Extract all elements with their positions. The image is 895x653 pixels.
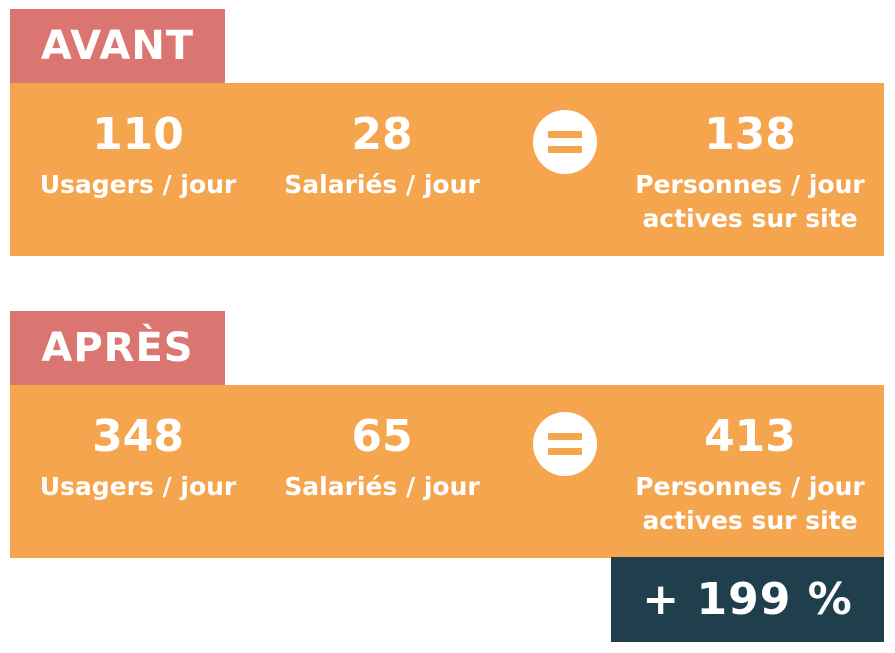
after-employees-value: 65 [351,411,413,462]
before-employees-label: Salariés / jour [284,170,480,199]
before-employees-value: 28 [351,109,413,160]
after-employees-label: Salariés / jour [284,472,480,501]
after-tag: APRÈS [10,311,225,385]
percent-change-badge: + 199 % [611,557,884,642]
before-total-value: 138 [704,109,796,160]
before-users-value: 110 [92,109,184,160]
equals-circle-icon [533,412,597,476]
after-employees-stat: 65 Salariés / jour [262,385,502,504]
before-stats-band: 110 Usagers / jour 28 Salariés / jour 13… [10,83,884,256]
before-total-label-line2: actives sur site [642,204,858,233]
before-tag: AVANT [10,9,225,83]
after-stats-band: 348 Usagers / jour 65 Salariés / jour 41… [10,385,884,558]
before-users-label: Usagers / jour [39,170,237,199]
equals-circle-icon [533,110,597,174]
before-employees-stat: 28 Salariés / jour [262,83,502,202]
after-total-stat: 413 Personnes / jour actives sur site [620,385,880,538]
before-total-label: Personnes / jour actives sur site [620,168,880,236]
after-total-value: 413 [704,411,796,462]
before-users-stat: 110 Usagers / jour [18,83,258,202]
before-total-label-line1: Personnes / jour [635,170,865,199]
after-total-label-line2: actives sur site [642,506,858,535]
after-users-label: Usagers / jour [39,472,237,501]
after-total-label-line1: Personnes / jour [635,472,865,501]
after-total-label: Personnes / jour actives sur site [620,470,880,538]
before-total-stat: 138 Personnes / jour actives sur site [620,83,880,236]
after-users-value: 348 [92,411,184,462]
after-users-stat: 348 Usagers / jour [18,385,258,504]
